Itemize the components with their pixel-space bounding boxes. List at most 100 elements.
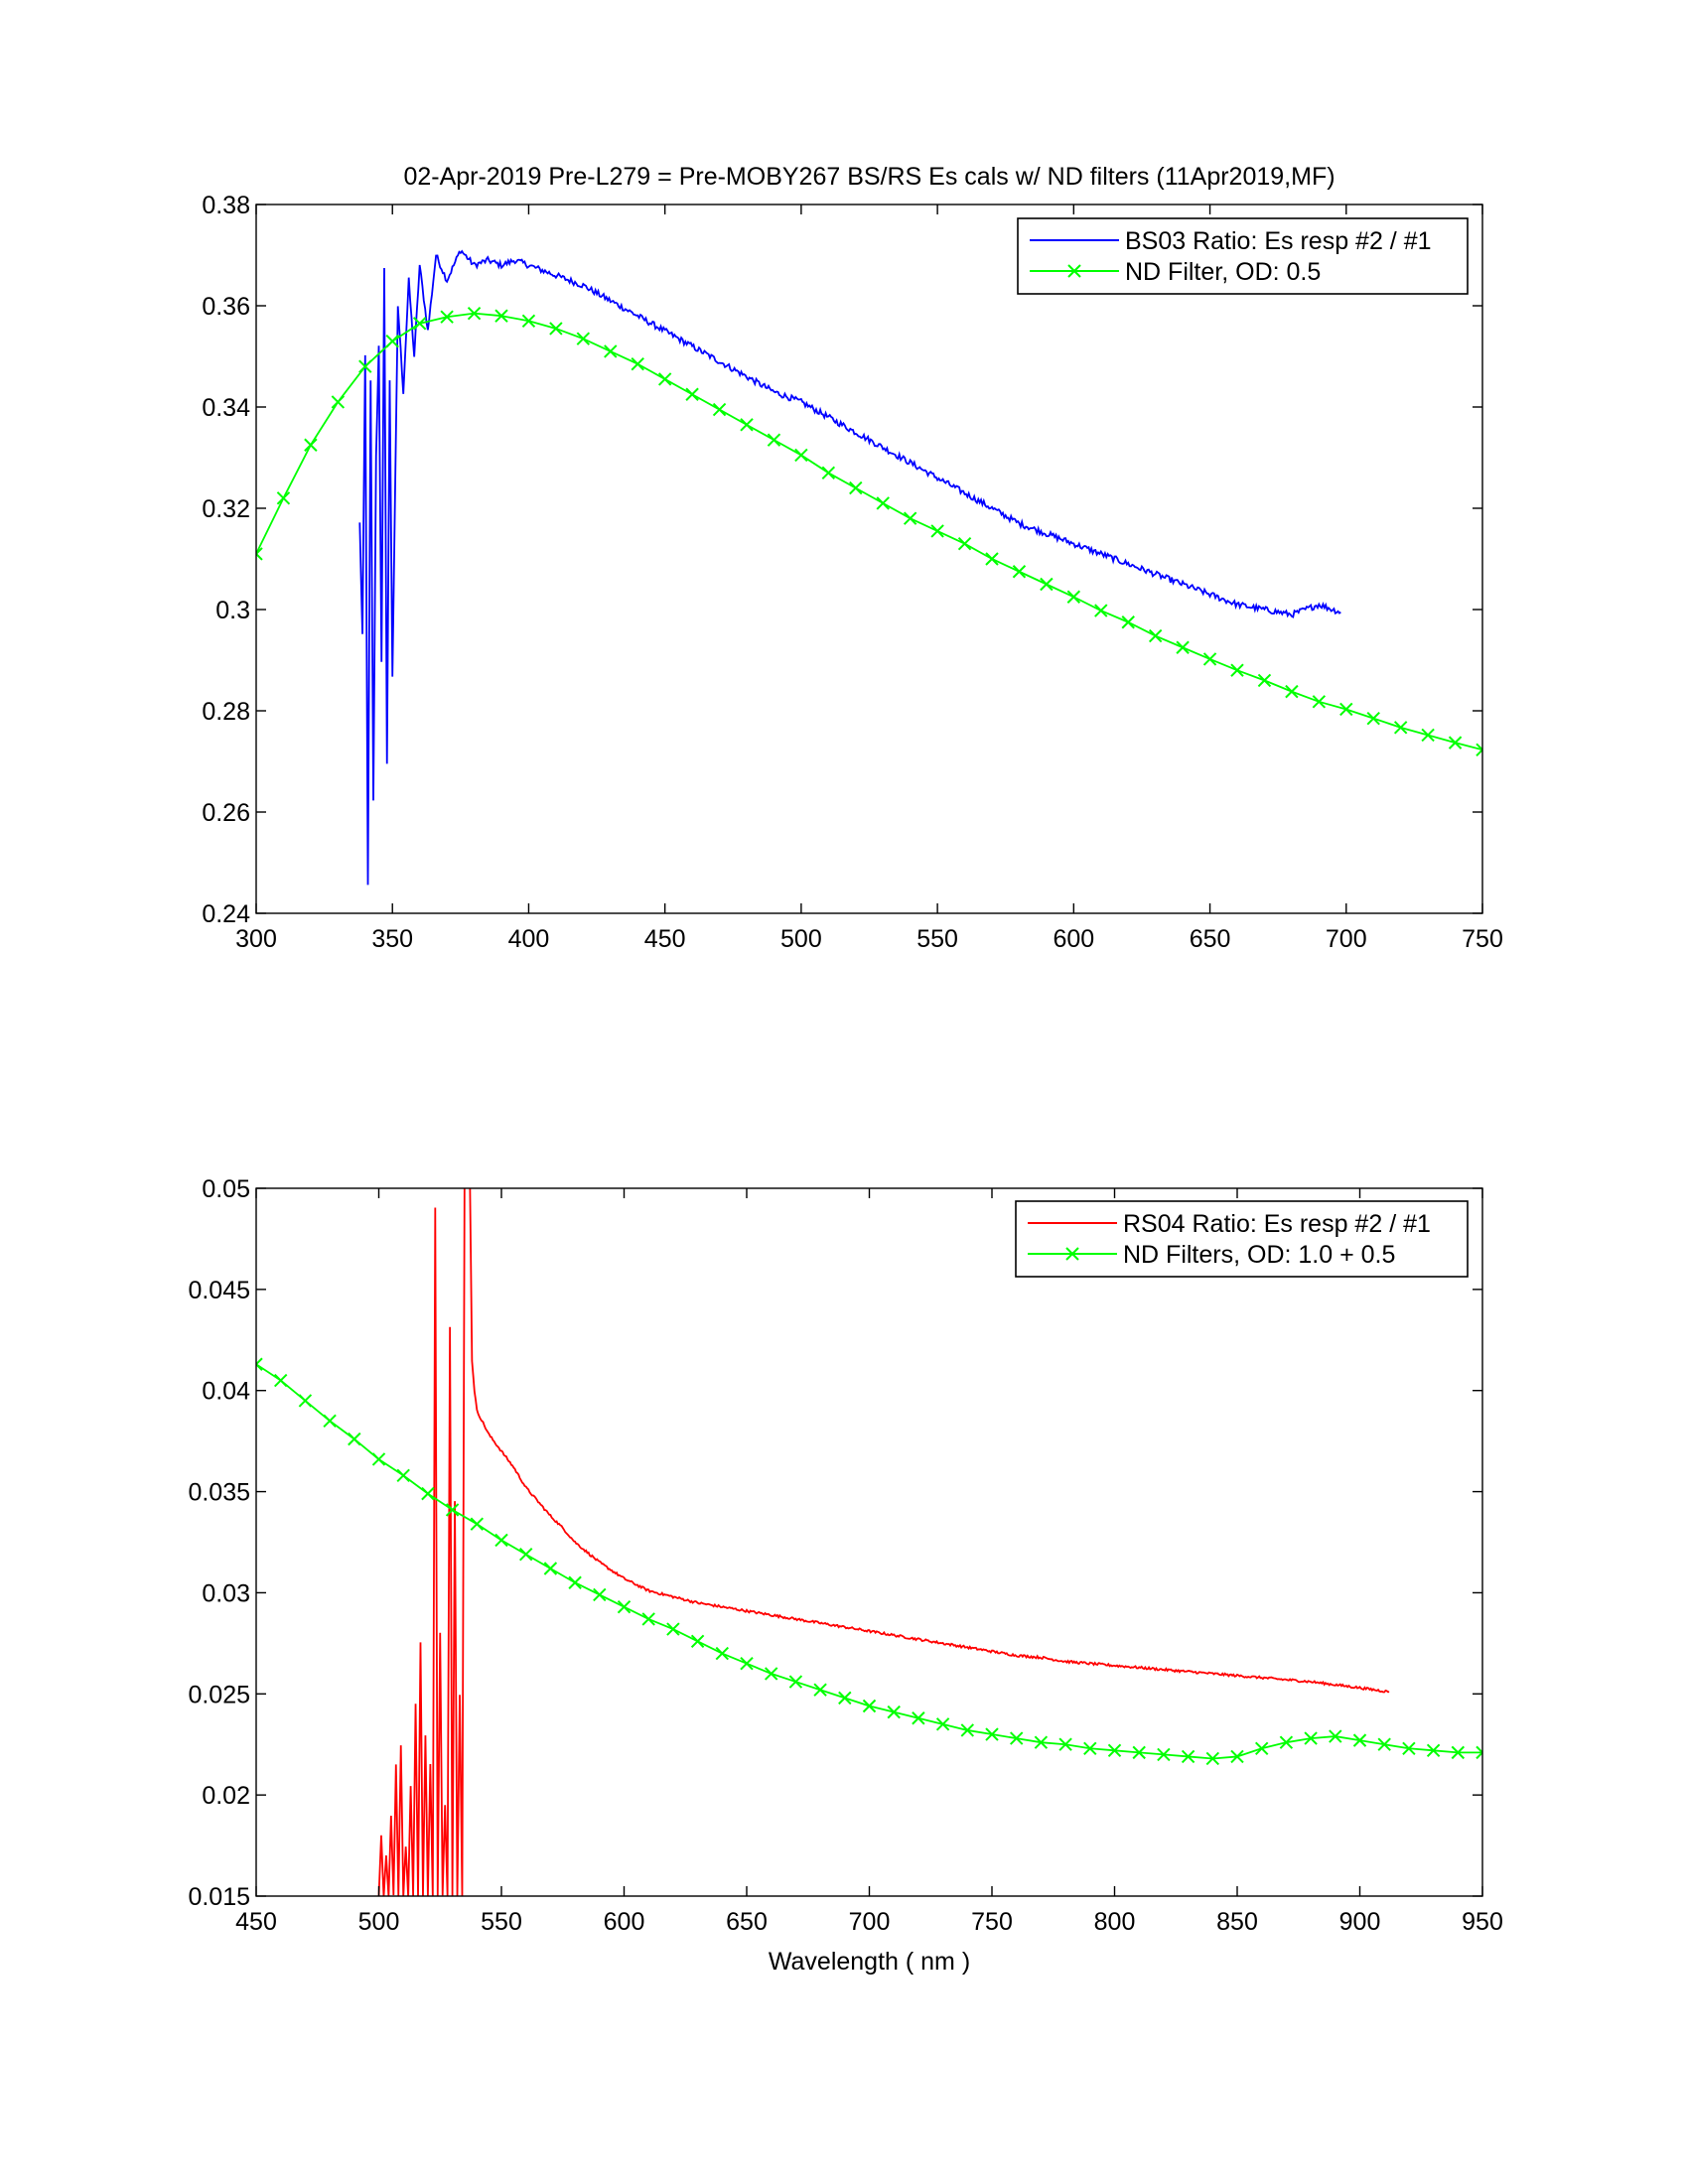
x-tick-label: 450	[644, 925, 686, 953]
series-line-0	[358, 249, 1341, 886]
data-point-marker	[876, 496, 890, 510]
data-point-marker	[1058, 1737, 1072, 1751]
data-point-marker	[1148, 628, 1163, 643]
data-point-marker	[1121, 615, 1135, 629]
data-point-marker	[1339, 702, 1353, 717]
y-tick-label: 0.24	[202, 900, 250, 928]
data-point-marker	[985, 1727, 999, 1741]
legend-marker-x	[1065, 1247, 1079, 1261]
data-point-marker	[1202, 652, 1217, 666]
data-point-marker	[1176, 640, 1190, 654]
bottom-chart-plot-area	[256, 1188, 1482, 1896]
data-point-marker	[1157, 1747, 1171, 1762]
data-point-marker	[1066, 590, 1081, 604]
data-point-marker	[1377, 1737, 1391, 1751]
chart-title: 02-Apr-2019 Pre-L279 = Pre-MOBY267 BS/RS…	[403, 163, 1335, 191]
data-point-marker	[957, 536, 972, 551]
data-point-marker	[1448, 736, 1463, 750]
data-point-marker	[641, 1612, 655, 1626]
legend-box	[1015, 1200, 1469, 1278]
legend-label-bs03: BS03 Ratio: Es resp #2 / #1	[1125, 227, 1432, 255]
data-point-marker	[764, 1667, 778, 1681]
data-point-marker	[256, 1357, 263, 1371]
data-point-marker	[617, 1599, 632, 1614]
y-tick-label: 0.32	[202, 495, 250, 523]
bottom-chart: 450 500 550 600 650 700 750 800 850 900 950 0.015 0.…	[188, 1175, 1502, 1976]
data-point-marker	[1034, 1735, 1049, 1749]
data-point-marker	[494, 309, 508, 323]
series-line-1	[256, 312, 1482, 751]
data-point-marker	[1451, 1745, 1466, 1760]
top-chart: 02-Apr-2019 Pre-L279 = Pre-MOBY267 BS/RS…	[202, 163, 1503, 953]
x-tick-label: 650	[1190, 925, 1231, 953]
y-tick-label: 0.02	[202, 1782, 250, 1810]
x-tick-label: 500	[780, 925, 822, 953]
data-point-marker	[521, 314, 536, 329]
bottom-chart-legend: RS04 Ratio: Es resp #2 / #1 ND Filters, …	[1015, 1200, 1469, 1278]
data-point-marker	[794, 448, 808, 463]
data-point-marker	[912, 1711, 925, 1725]
top-chart-axes-frame	[255, 204, 1483, 914]
data-point-marker	[903, 511, 917, 525]
data-point-marker	[1132, 1745, 1146, 1760]
data-point-marker	[358, 359, 372, 373]
data-point-marker	[1254, 1741, 1269, 1755]
data-point-marker	[1476, 743, 1482, 756]
y-tick-label: 0.035	[188, 1479, 250, 1507]
data-point-marker	[887, 1705, 901, 1719]
x-tick-label: 750	[1462, 925, 1503, 953]
data-point-marker	[685, 387, 699, 401]
y-tick-label: 0.045	[188, 1277, 250, 1304]
data-point-marker	[712, 402, 727, 417]
x-tick-label: 650	[726, 1908, 768, 1936]
data-point-marker	[740, 418, 754, 432]
data-point-marker	[1402, 1741, 1416, 1755]
data-point-marker	[348, 1432, 361, 1446]
series-line-0	[377, 1188, 1390, 1896]
bottom-chart-ticks: 450 500 550 600 650 700 750 800 850 900 950 0.015 0.…	[188, 1175, 1502, 1936]
x-tick-label: 550	[916, 925, 958, 953]
data-point-marker	[1205, 1751, 1220, 1766]
data-point-marker	[657, 372, 672, 386]
data-point-marker	[1107, 1743, 1122, 1758]
data-point-marker	[631, 356, 644, 371]
data-point-marker	[256, 547, 263, 561]
data-point-marker	[838, 1691, 852, 1706]
data-point-marker	[396, 1468, 410, 1482]
y-tick-label: 0.03	[202, 1579, 250, 1607]
data-point-marker	[421, 1486, 435, 1501]
data-point-marker	[1304, 1731, 1318, 1745]
data-point-marker	[666, 1622, 680, 1636]
data-point-marker	[1352, 1733, 1367, 1747]
data-point-marker	[323, 1414, 337, 1428]
data-point-marker	[1012, 565, 1027, 579]
data-point-marker	[470, 1517, 485, 1531]
data-point-marker	[1426, 1743, 1441, 1758]
y-tick-label: 0.38	[202, 192, 250, 219]
data-point-marker	[960, 1723, 975, 1737]
x-tick-label: 700	[1326, 925, 1367, 953]
data-point-marker	[593, 1587, 607, 1602]
data-point-marker	[862, 1699, 877, 1713]
y-tick-label: 0.05	[202, 1175, 250, 1203]
data-point-marker	[1094, 604, 1108, 617]
x-tick-label: 850	[1216, 1908, 1258, 1936]
y-tick-label: 0.3	[215, 597, 250, 624]
x-tick-label: 500	[358, 1908, 400, 1936]
y-tick-label: 0.28	[202, 698, 250, 726]
top-chart-ticks: 300 350 400 450 500 550 600 650 700 750 0.24 0.26 0.…	[202, 192, 1503, 953]
data-point-marker	[1285, 684, 1299, 699]
data-point-marker	[518, 1548, 533, 1562]
legend-marker-x	[1067, 264, 1081, 278]
data-point-marker	[821, 466, 836, 480]
data-point-marker	[549, 322, 563, 336]
y-tick-label: 0.36	[202, 293, 250, 321]
data-point-marker	[849, 480, 863, 495]
x-tick-label: 600	[604, 1908, 645, 1936]
x-tick-label: 600	[1053, 925, 1094, 953]
data-point-marker	[1312, 695, 1327, 709]
x-tick-label: 700	[849, 1908, 891, 1936]
data-point-marker	[1257, 673, 1272, 688]
x-tick-label: 300	[235, 925, 277, 953]
data-point-marker	[715, 1646, 730, 1661]
